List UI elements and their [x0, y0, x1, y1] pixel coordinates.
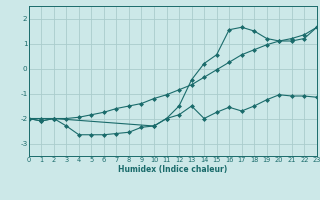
X-axis label: Humidex (Indice chaleur): Humidex (Indice chaleur) — [118, 165, 228, 174]
